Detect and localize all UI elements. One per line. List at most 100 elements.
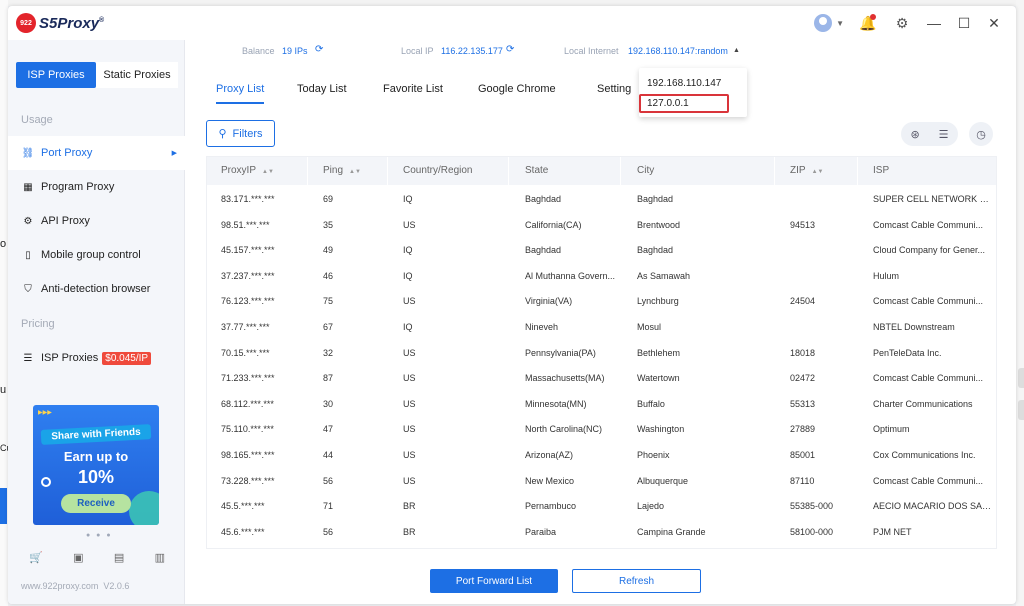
- tab-setting[interactable]: Setting: [597, 83, 632, 95]
- background-knob: [1018, 368, 1024, 388]
- sidebar: ISP Proxies Static Proxies Usage ⛓ Port …: [8, 40, 185, 604]
- ping-cell: 49: [323, 245, 334, 256]
- table-row[interactable]: 37.237.***.*** 46 IQ Al Muthanna Govern... A…: [207, 263, 996, 289]
- dropdown-option[interactable]: 192.168.110.147: [647, 78, 722, 89]
- book-icon[interactable]: ▣: [73, 552, 84, 564]
- zip-cell: [790, 314, 852, 340]
- banner-percent: 10%: [77, 467, 115, 487]
- filters-button[interactable]: ⚲ Filters: [206, 120, 275, 147]
- search-settings-icon[interactable]: ⊛: [910, 128, 920, 141]
- table-row[interactable]: 71.233.***.*** 87 US Massachusetts(MA) Water…: [207, 365, 996, 391]
- title-bar: 922 S5Proxy® ▼ 🔔 ⚙ — ☐ ✕: [8, 6, 1016, 40]
- sidebar-item-mobile-group-control[interactable]: ▯ Mobile group control: [8, 238, 185, 272]
- refresh-button[interactable]: Refresh: [572, 569, 701, 593]
- table-row[interactable]: 45.5.***.*** 71 BR Pernambuco Lajedo 55385-00…: [207, 493, 996, 519]
- referral-banner[interactable]: ▶▶▶ Share with Friends Earn up to 10% Re…: [33, 405, 159, 525]
- ping-cell: 46: [323, 270, 334, 281]
- column-city: City: [637, 165, 655, 176]
- port-forward-list-button[interactable]: Port Forward List: [430, 569, 558, 593]
- country-cell: BR: [403, 501, 416, 512]
- table-row[interactable]: 70.15.***.*** 32 US Pennsylvania(PA) Bethleh…: [207, 340, 996, 366]
- table-row[interactable]: 75.110.***.*** 47 US North Carolina(NC) Wash…: [207, 416, 996, 442]
- city-cell: Albuquerque: [637, 475, 689, 486]
- list-view-icon[interactable]: ☰: [938, 128, 949, 141]
- sort-icon: ▲▼: [811, 169, 824, 175]
- refresh-icon[interactable]: ⟳: [506, 44, 515, 55]
- dropdown-option[interactable]: 127.0.0.1: [647, 98, 689, 109]
- gear-icon[interactable]: ⚙: [895, 14, 909, 31]
- column-divider: [774, 157, 775, 185]
- section-usage: Usage: [21, 114, 53, 126]
- tab-google-chrome[interactable]: Google Chrome: [478, 83, 556, 95]
- bell-icon[interactable]: 🔔: [859, 14, 877, 31]
- table-row[interactable]: 83.171.***.*** 69 IQ Baghdad Baghdad SUPER CE…: [207, 186, 996, 212]
- decor-ring-icon: [41, 477, 51, 487]
- tab-proxy-list[interactable]: Proxy List: [216, 78, 265, 104]
- zip-cell: 24504: [790, 296, 816, 307]
- list-icon: ☰: [23, 352, 33, 364]
- sidebar-item-isp-proxies-pricing[interactable]: ☰ ISP Proxies $0.045/IP: [8, 341, 185, 375]
- table-row[interactable]: 45.6.***.*** 56 BR Paraiba Campina Grande 581…: [207, 519, 996, 545]
- receive-button[interactable]: Receive: [61, 494, 131, 513]
- state-cell: North Carolina(NC): [525, 424, 603, 435]
- table-row[interactable]: 68.112.***.*** 30 US Minnesota(MN) Buffalo 55…: [207, 391, 996, 417]
- local-internet-value[interactable]: 192.168.110.147:random: [628, 46, 728, 56]
- caret-up-icon[interactable]: ▲: [733, 47, 740, 54]
- column-divider: [307, 157, 308, 185]
- cart-icon[interactable]: 🛒: [29, 552, 43, 564]
- decor-shape: [129, 491, 159, 525]
- city-cell: Phoenix: [637, 450, 670, 460]
- selection-highlight: [639, 94, 729, 113]
- country-cell: IQ: [403, 322, 413, 332]
- column-divider: [620, 157, 621, 185]
- tab-favorite-list[interactable]: Favorite List: [383, 83, 443, 95]
- country-cell: US: [403, 373, 416, 384]
- tab-today-list[interactable]: Today List: [297, 83, 347, 95]
- country-cell: US: [403, 424, 416, 435]
- banner-pager[interactable]: ● ● ●: [86, 532, 113, 539]
- sidebar-item-program-proxy[interactable]: ▦ Program Proxy: [8, 170, 185, 204]
- proxy-ip-cell: 45.157.***.***: [221, 245, 275, 256]
- table-row[interactable]: 45.157.***.*** 49 IQ Baghdad Baghdad Cloud Co…: [207, 237, 996, 263]
- minimize-button[interactable]: —: [927, 15, 941, 31]
- ping-cell: 87: [323, 373, 334, 384]
- chevron-down-icon[interactable]: ▼: [836, 18, 844, 28]
- close-button[interactable]: ✕: [988, 14, 1000, 31]
- refresh-icon[interactable]: ⟳: [315, 44, 324, 55]
- section-pricing: Pricing: [21, 318, 55, 330]
- table-row[interactable]: 98.51.***.*** 35 US California(CA) Brentwood…: [207, 212, 996, 238]
- proxy-type-toggle: ISP Proxies Static Proxies: [16, 62, 178, 88]
- table-row[interactable]: 73.228.***.*** 56 US New Mexico Albuquerque 8…: [207, 468, 996, 494]
- sidebar-item-label: Port Proxy: [41, 147, 93, 159]
- state-cell: Baghdad: [525, 194, 562, 204]
- state-cell: Pernambuco: [525, 501, 577, 512]
- document-icon[interactable]: ▤: [113, 552, 125, 564]
- table-header: ProxyIP ▲▼ Ping ▲▼ Country/Region State Ci…: [207, 157, 996, 185]
- ping-cell: 71: [323, 501, 334, 512]
- isp-cell: Comcast Cable Communi...: [873, 475, 984, 486]
- segment-isp-proxies[interactable]: ISP Proxies: [16, 62, 96, 88]
- column-proxyip[interactable]: ProxyIP ▲▼: [221, 165, 274, 176]
- ping-cell: 35: [323, 219, 334, 230]
- history-icon[interactable]: ◷: [969, 122, 993, 146]
- column-ping[interactable]: Ping ▲▼: [323, 165, 361, 176]
- avatar[interactable]: [814, 14, 833, 32]
- ping-cell: 69: [323, 194, 334, 204]
- proxy-ip-cell: 83.171.***.***: [221, 194, 275, 204]
- sidebar-item-port-proxy[interactable]: ⛓ Port Proxy ▶: [8, 136, 185, 170]
- maximize-button[interactable]: ☐: [957, 14, 971, 31]
- city-cell: Baghdad: [637, 245, 674, 256]
- faq-icon[interactable]: ▥: [154, 552, 165, 564]
- column-isp: ISP: [873, 165, 890, 176]
- sidebar-item-api-proxy[interactable]: ⚙ API Proxy: [8, 204, 185, 238]
- ping-cell: 32: [323, 347, 334, 358]
- state-cell: California(CA): [525, 219, 582, 230]
- table-row[interactable]: 37.77.***.*** 67 IQ Nineveh Mosul NBTEL Downs…: [207, 314, 996, 340]
- sidebar-item-anti-detection-browser[interactable]: ⛉ Anti-detection browser: [8, 272, 185, 306]
- table-row[interactable]: 76.123.***.*** 75 US Virginia(VA) Lynchburg 2…: [207, 288, 996, 314]
- column-zip[interactable]: ZIP ▲▼: [790, 165, 824, 176]
- table-row[interactable]: 98.165.***.*** 44 US Arizona(AZ) Phoenix 8500…: [207, 442, 996, 468]
- state-cell: Virginia(VA): [525, 296, 573, 307]
- proxy-ip-cell: 71.233.***.***: [221, 373, 275, 384]
- segment-static-proxies[interactable]: Static Proxies: [96, 62, 178, 88]
